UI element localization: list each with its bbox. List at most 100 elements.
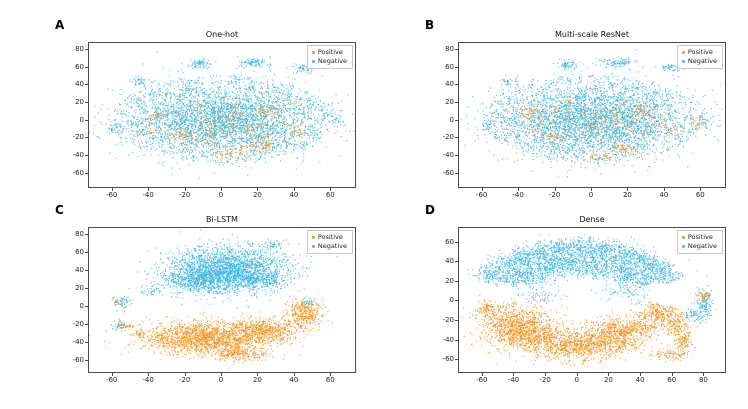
x-tick-mark <box>221 373 222 376</box>
x-tick-label: -60 <box>105 376 118 384</box>
x-tick-label: 80 <box>698 376 708 384</box>
legend: Positive Negative <box>676 45 723 69</box>
y-tick-label: -40 <box>442 335 454 344</box>
panel-label-b: B <box>425 18 435 32</box>
legend-item-positive: Positive <box>311 233 347 242</box>
y-tick-mark <box>85 172 88 174</box>
x-tick-label: 20 <box>252 376 262 384</box>
legend-item-negative: Negative <box>311 57 347 66</box>
x-tick-label: -20 <box>548 191 561 199</box>
y-tick-mark <box>455 66 458 68</box>
x-tick-mark <box>671 373 673 376</box>
legend-label: Positive <box>687 48 713 56</box>
x-tick-mark <box>554 188 556 191</box>
y-tick-label: 0 <box>79 115 84 124</box>
y-tick-mark <box>85 102 88 104</box>
y-tick-label: 20 <box>445 98 454 107</box>
y-tick-mark <box>455 300 458 302</box>
x-tick-label: -60 <box>475 191 488 199</box>
y-tick-mark <box>455 359 458 361</box>
x-tick-mark <box>330 188 332 191</box>
x-tick-mark <box>640 373 642 376</box>
y-tick-label: -40 <box>442 151 454 160</box>
legend-label: Negative <box>687 57 717 65</box>
x-tick-label: -40 <box>507 376 520 384</box>
y-tick-mark <box>85 66 88 68</box>
y-tick-mark <box>85 270 88 272</box>
x-tick-mark <box>627 188 629 191</box>
y-tick-label: 80 <box>75 45 84 54</box>
legend-item-negative: Negative <box>681 242 717 251</box>
y-tick-label: 60 <box>445 62 454 71</box>
y-tick-label: 20 <box>445 276 454 285</box>
legend-item-positive: Positive <box>681 48 717 57</box>
y-tick-mark <box>455 49 458 51</box>
panel-one-hot: A One-hot Positive Negative -60 -40 -20 0 20 4… <box>55 8 367 204</box>
y-tick-mark <box>85 234 88 236</box>
plot-title-dense: Dense <box>579 215 605 224</box>
y-tick-mark <box>455 320 458 322</box>
y-tick-mark <box>85 288 88 290</box>
x-tick-label: -40 <box>142 191 154 199</box>
x-tick-label: 0 <box>574 376 579 384</box>
x-tick-label: 40 <box>289 191 299 199</box>
y-tick-label: -60 <box>72 356 84 365</box>
plot-area-bi-lstm: Positive Negative <box>88 227 356 373</box>
y-tick-mark <box>85 324 88 326</box>
y-tick-mark <box>455 241 458 243</box>
x-tick-mark <box>481 188 483 191</box>
y-tick-label: 0 <box>449 115 454 124</box>
y-tick-label: -40 <box>72 151 84 160</box>
panel-multiscale-resnet: B Multi-scale ResNet Positive Negative -6… <box>425 8 737 204</box>
x-tick-mark <box>518 188 520 191</box>
y-tick-mark <box>85 306 88 308</box>
x-tick-mark <box>545 373 547 376</box>
x-tick-label: 40 <box>289 376 299 384</box>
y-tick-mark <box>455 119 458 121</box>
y-tick-label: -60 <box>442 168 454 177</box>
y-tick-mark <box>455 84 458 86</box>
legend-label: Negative <box>317 57 347 65</box>
y-tick-mark <box>85 84 88 86</box>
plot-area-dense: Positive Negative <box>458 227 726 373</box>
x-tick-label: 20 <box>603 376 613 384</box>
y-tick-mark <box>85 252 88 254</box>
y-tick-label: 60 <box>445 237 454 246</box>
y-tick-label: 80 <box>75 230 84 239</box>
y-tick-mark <box>85 137 88 139</box>
negative-marker-icon <box>681 60 685 63</box>
y-tick-label: -20 <box>72 320 84 329</box>
legend: Positive Negative <box>676 230 723 254</box>
y-tick-label: 40 <box>75 266 84 275</box>
y-tick-label: -20 <box>442 316 454 325</box>
y-tick-mark <box>455 155 458 157</box>
positive-marker-icon <box>311 51 315 54</box>
legend-item-negative: Negative <box>681 57 717 66</box>
x-tick-mark <box>184 188 186 191</box>
x-tick-label: 60 <box>325 376 335 384</box>
legend-item-negative: Negative <box>311 242 347 251</box>
y-tick-mark <box>85 360 88 362</box>
legend-label: Positive <box>687 233 713 241</box>
x-tick-label: -60 <box>476 376 488 384</box>
x-tick-mark <box>148 373 150 376</box>
x-tick-mark <box>111 188 113 191</box>
plot-title-multiscale-resnet: Multi-scale ResNet <box>555 30 629 39</box>
legend: Positive Negative <box>306 45 353 69</box>
x-tick-label: 60 <box>325 191 335 199</box>
y-tick-label: 0 <box>79 302 84 311</box>
y-tick-mark <box>455 280 458 282</box>
y-tick-mark <box>85 119 88 121</box>
y-tick-mark <box>455 172 458 174</box>
x-tick-label: -20 <box>539 376 551 384</box>
y-tick-label: -60 <box>442 355 454 364</box>
y-tick-mark <box>455 339 458 341</box>
negative-marker-icon <box>311 60 315 63</box>
panel-bi-lstm: C Bi-LSTM Positive Negative -60 -40 -20 0 20 4… <box>55 193 367 389</box>
x-tick-mark <box>703 373 705 376</box>
x-tick-label: 20 <box>252 191 262 199</box>
x-tick-mark <box>293 373 295 376</box>
plot-title-bi-lstm: Bi-LSTM <box>206 215 238 224</box>
legend-label: Positive <box>317 233 343 241</box>
x-tick-mark <box>608 373 610 376</box>
